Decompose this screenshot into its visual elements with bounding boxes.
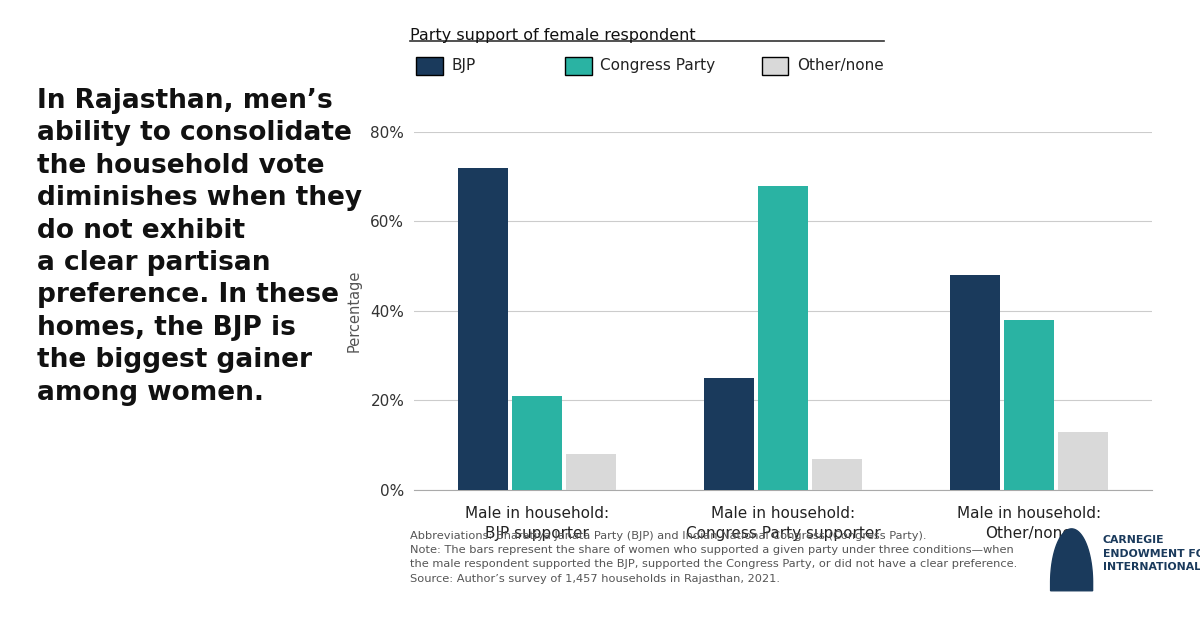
Bar: [949, 275, 1000, 490]
Bar: [758, 186, 808, 490]
Bar: [703, 378, 754, 490]
Text: In Rajasthan, men’s
ability to consolidate
the household vote
diminishes when th: In Rajasthan, men’s ability to consolida…: [37, 88, 362, 406]
Bar: [566, 454, 617, 490]
Bar: [812, 458, 863, 490]
Bar: [1058, 431, 1109, 490]
Bar: [1004, 320, 1054, 490]
Text: BJP: BJP: [451, 58, 475, 73]
Text: Other/none: Other/none: [797, 58, 883, 73]
Polygon shape: [1051, 529, 1092, 591]
Text: CARNEGIE
ENDOWMENT FOR
INTERNATIONAL PEACE: CARNEGIE ENDOWMENT FOR INTERNATIONAL PEA…: [1103, 535, 1200, 572]
Text: Party support of female respondent: Party support of female respondent: [410, 28, 696, 43]
Text: Abbreviations: Bharatiya Janata Party (BJP) and Indian National Congress (Congre: Abbreviations: Bharatiya Janata Party (B…: [410, 531, 1018, 584]
Text: Congress Party: Congress Party: [600, 58, 715, 73]
Y-axis label: Percentage: Percentage: [347, 269, 362, 352]
Bar: [512, 396, 562, 490]
Bar: [457, 168, 508, 490]
